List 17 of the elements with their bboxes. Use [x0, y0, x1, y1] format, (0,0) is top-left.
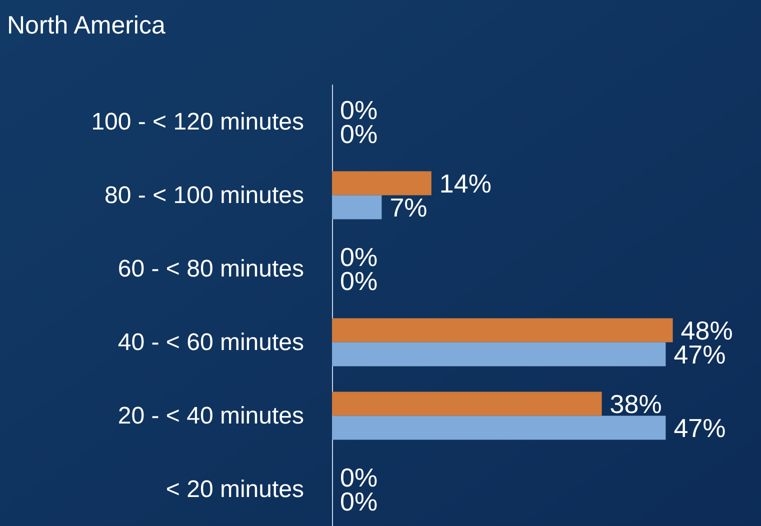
y-tick-label: 40 - < 60 minutes: [118, 328, 304, 356]
data-label: 7%: [390, 192, 428, 222]
y-tick-label: < 20 minutes: [166, 476, 304, 503]
y-tick-label: 100 - < 120 minutes: [91, 108, 304, 136]
text: North America: [7, 12, 166, 40]
bar: [332, 318, 673, 342]
data-label: 38%: [610, 388, 662, 419]
bar: [332, 342, 666, 366]
bar: [332, 171, 432, 196]
bar: [332, 392, 602, 416]
bar: [332, 195, 382, 220]
y-tick-label: 20 - < 40 minutes: [118, 402, 304, 430]
data-label: 47%: [674, 412, 726, 443]
bar: [332, 416, 666, 440]
y-tick-label: 80 - < 100 minutes: [104, 182, 304, 209]
data-label: 14%: [439, 168, 492, 198]
y-tick-label: 60 - < 80 minutes: [118, 255, 304, 282]
